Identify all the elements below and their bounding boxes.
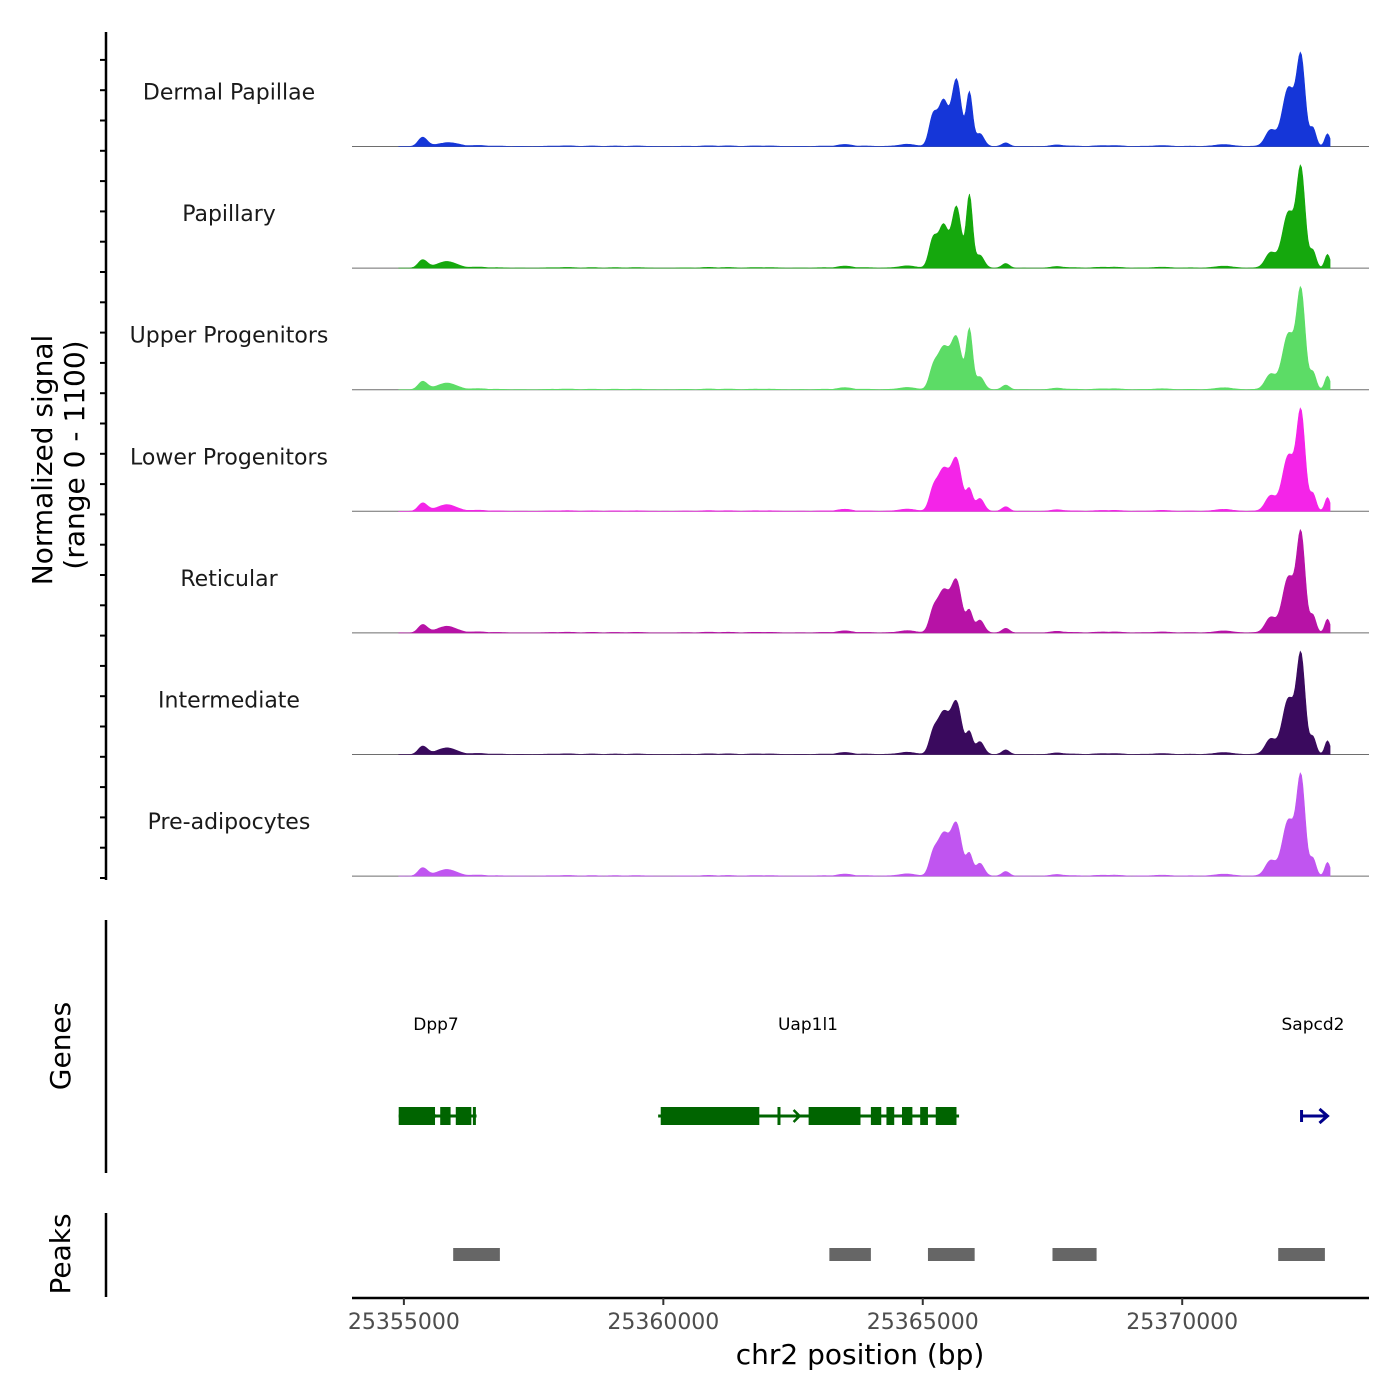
gene-uap1l1: Uap1l1 <box>658 1015 960 1125</box>
x-tick-label: 25355000 <box>348 1310 460 1335</box>
gene-label: Dpp7 <box>413 1015 459 1035</box>
gene-exon <box>440 1107 451 1125</box>
strand-arrow-icon <box>1318 1107 1330 1125</box>
strand-chevron-icon <box>428 1109 438 1123</box>
track-label: Reticular <box>180 567 278 592</box>
track-label: Dermal Papillae <box>143 81 315 106</box>
x-tick-label: 25370000 <box>1126 1310 1238 1335</box>
track-0: Dermal Papillae <box>143 51 1369 147</box>
gene-exon <box>870 1107 882 1125</box>
genes-axis-title: Genes <box>44 1002 77 1090</box>
gene-exon <box>472 1107 476 1125</box>
peak-region <box>1052 1248 1097 1261</box>
track-label: Pre-adipocytes <box>148 810 311 835</box>
x-axis-title: chr2 position (bp) <box>736 1338 985 1371</box>
gene-annotation-track: Dpp7 Uap1l1 Sapcd2 <box>398 1015 1345 1125</box>
peak-region <box>1278 1248 1325 1261</box>
gene-exon <box>455 1107 472 1125</box>
track-label: Lower Progenitors <box>130 445 328 470</box>
track-label: Upper Progenitors <box>130 324 329 349</box>
gene-sapcd2: Sapcd2 <box>1282 1015 1345 1125</box>
coverage-area <box>398 285 1331 391</box>
track-4: Reticular <box>180 528 1369 634</box>
track-6: Pre-adipocytes <box>148 772 1369 877</box>
strand-chevron-icon <box>792 1109 802 1123</box>
strand-chevron-icon <box>747 1109 757 1123</box>
gene-label: Uap1l1 <box>778 1015 838 1035</box>
track-label: Papillary <box>182 202 276 227</box>
signal-tracks: Dermal Papillae Papillary Upper Progenitor… <box>130 51 1369 877</box>
peak-region <box>927 1248 975 1261</box>
coverage-area <box>398 407 1331 512</box>
coverage-area <box>398 650 1331 755</box>
gene-exon <box>935 1107 957 1125</box>
track-2: Upper Progenitors <box>130 285 1369 391</box>
x-tick-label: 25360000 <box>607 1310 719 1335</box>
gene-exon <box>777 1107 781 1125</box>
coverage-area <box>398 772 1331 877</box>
gene-exon <box>902 1107 913 1125</box>
x-axis-ticks: 25355000 25360000 25365000 25370000 <box>348 1298 1238 1335</box>
track-1: Papillary <box>182 164 1369 269</box>
peak-region <box>829 1248 871 1261</box>
gene-exon <box>398 1107 436 1125</box>
coverage-area <box>398 528 1331 634</box>
y-axis-title-line1: Normalized signal <box>26 335 59 586</box>
y-axis-title-line2: (range 0 - 1100) <box>58 340 91 569</box>
gene-label: Sapcd2 <box>1282 1015 1345 1035</box>
peak-region <box>453 1248 500 1261</box>
x-tick-label: 25365000 <box>867 1310 979 1335</box>
coverage-area <box>398 164 1331 269</box>
gene-exon <box>920 1107 928 1125</box>
track-label: Intermediate <box>158 689 300 714</box>
gene-exon <box>886 1107 895 1125</box>
peak-region-track <box>453 1248 1325 1261</box>
gene-exon <box>660 1107 760 1125</box>
peaks-axis-title: Peaks <box>44 1213 77 1294</box>
track-5: Intermediate <box>158 650 1369 755</box>
track-3: Lower Progenitors <box>130 407 1369 512</box>
strand-chevron-icon <box>416 1109 426 1123</box>
coverage-area <box>398 51 1331 147</box>
gene-exon <box>808 1107 861 1125</box>
gene-dpp7: Dpp7 <box>398 1015 477 1125</box>
